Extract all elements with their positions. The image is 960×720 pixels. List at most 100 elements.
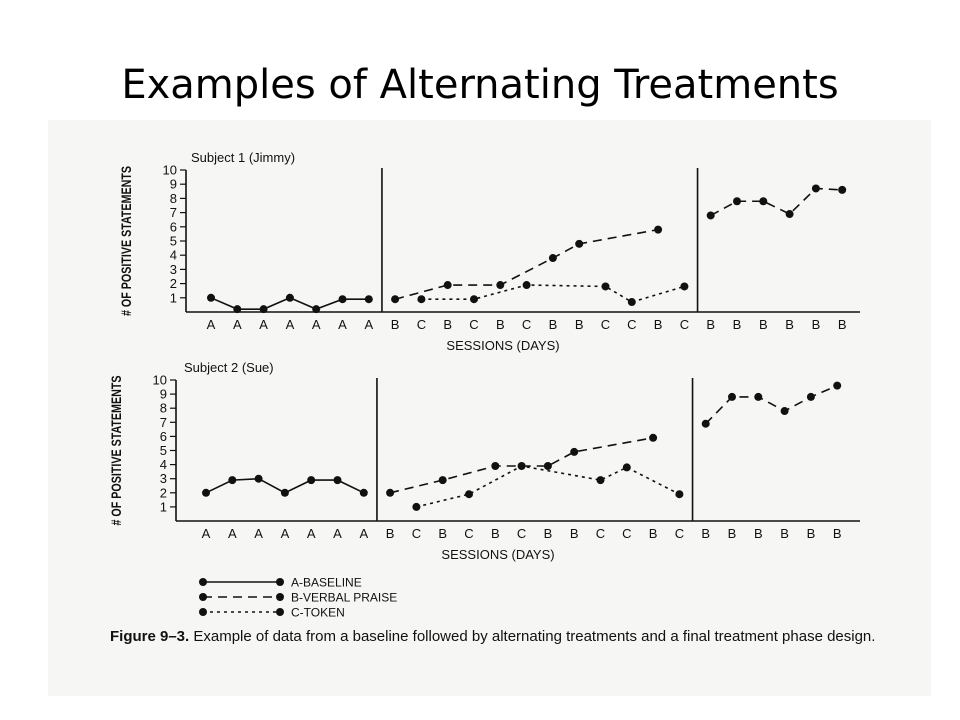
panel2-ytick-label: 9 (160, 387, 167, 402)
panel2-series-dotted-point (465, 490, 473, 499)
panel2-xtick-label: A (359, 526, 368, 541)
panel1-xtick-label: B (443, 317, 452, 332)
panel1-xtick-label: B (838, 317, 847, 332)
panel2-ytick-label: 7 (160, 415, 167, 430)
panel1-series-dashed-point (785, 210, 794, 219)
panel2-ytick-label: 8 (160, 401, 167, 416)
legend-label: A-BASELINE (291, 576, 362, 590)
panel1-ytick-label: 1 (170, 290, 177, 305)
panel1-xtick-label: B (812, 317, 821, 332)
panel2-xtick-label: C (675, 526, 684, 541)
panel1-series-dotted-point (417, 295, 426, 304)
panel1-xtick-label: B (785, 317, 794, 332)
panel2-ytick-label: 10 (153, 373, 167, 388)
panel1-xtick-label: B (575, 317, 584, 332)
panel1-ytick-label: 4 (170, 248, 177, 263)
panel2-x-axis-title: SESSIONS (DAYS) (441, 547, 554, 562)
legend-marker (276, 578, 284, 586)
panel2-series-dashed-point (649, 433, 658, 442)
slide-title: Examples of Alternating Treatments (121, 62, 839, 108)
panel1-xtick-label: C (680, 317, 689, 332)
panel1-xtick-label: B (759, 317, 768, 332)
panel1-xtick-label: A (338, 317, 347, 332)
legend-marker (199, 593, 207, 601)
panel2-series-dotted-point (596, 476, 605, 485)
panel1-ytick-label: 2 (170, 276, 177, 291)
panel1-series-solid-point (207, 293, 215, 302)
panel1-series-dashed-point (575, 239, 584, 248)
panel2-series-dashed-point (728, 392, 736, 401)
panel1-xtick-label: A (364, 317, 373, 332)
legend-marker (199, 608, 207, 616)
panel1-series-dashed-line (710, 187, 843, 217)
panel2-xtick-label: C (596, 526, 605, 541)
panel2-xtick-label: B (386, 526, 395, 541)
panel2-series-dotted-point (622, 463, 631, 472)
panel1-xtick-label: A (286, 317, 295, 332)
panel1-xtick-label: C (627, 317, 636, 332)
panel1-series-dotted-point (522, 281, 531, 290)
panel2-ytick-label: 5 (160, 443, 167, 458)
panel1-series-dashed-point (496, 281, 505, 290)
panel1-series-solid-point (233, 305, 242, 314)
panel1-title: Subject 1 (Jimmy) (191, 150, 295, 165)
panel1-ytick-label: 5 (170, 234, 177, 249)
panel1-series-dashed-point (548, 254, 557, 263)
panel1-xtick-label: B (496, 317, 505, 332)
panel2-xtick-label: B (701, 526, 710, 541)
panel1-series-dotted-point (470, 295, 478, 304)
panel1-x-axis-title: SESSIONS (DAYS) (446, 338, 559, 353)
panel2-series-dashed-point (833, 381, 842, 390)
panel1-ytick-label: 6 (170, 219, 177, 234)
panel2-xtick-label: A (307, 526, 316, 541)
panel2-series-dotted-point (412, 502, 421, 511)
panel2-series-solid-point (359, 488, 368, 497)
panel1-ytick-label: 10 (163, 163, 177, 178)
panel2-series-dashed-point (806, 392, 815, 401)
legend-label: C-TOKEN (291, 606, 345, 620)
panel2-series-solid-point (333, 476, 342, 485)
panel1-series-dashed-point (811, 184, 820, 193)
panel1-series-solid-point (312, 305, 321, 314)
figure-scan: Subject 1 (Jimmy) 1 2 3 4 5 6 7 8 9 10 # OF POSITIV… (48, 120, 931, 696)
panel2-series-dashed-line (389, 437, 654, 494)
panel1-xtick-label: A (233, 317, 242, 332)
panel1-series-dotted-point (601, 282, 610, 291)
panel2-y-axis-title: # OF POSITIVE STATEMENTS (108, 376, 124, 526)
panel2-series-dashed-line (705, 384, 838, 425)
panel1-xtick-label: C (469, 317, 478, 332)
panel1-series-dashed-point (391, 295, 400, 304)
panel2-xtick-label: C (412, 526, 421, 541)
panel2-series-dashed-point (543, 462, 552, 471)
panel2-xtick-label: C (464, 526, 473, 541)
panel2-series-solid-point (280, 488, 289, 497)
panel2-series-solid-point (254, 474, 263, 483)
panel2-series-dashed-point (570, 447, 579, 456)
panel2-ytick-label: 6 (160, 429, 167, 444)
panel1-xtick-label: C (522, 317, 531, 332)
panel1-series-solid-point (338, 295, 347, 304)
panel2-series-solid-point (202, 488, 210, 497)
panel2-series-solid-point (228, 476, 237, 485)
panel2-xtick-label: B (728, 526, 737, 541)
panel2-xtick-label: A (202, 526, 211, 541)
panel1-ytick-label: 8 (170, 191, 177, 206)
panel2-ytick-label: 4 (160, 457, 167, 472)
panel2-xtick-label: B (833, 526, 842, 541)
legend-label: B-VERBAL PRAISE (291, 591, 397, 605)
panel1-series-dotted-point (627, 298, 636, 307)
panel1-series-solid-point (259, 305, 268, 314)
panel2-xtick-label: A (228, 526, 237, 541)
panel2-series-dashed-point (780, 407, 789, 416)
panel1-y-axis-title: # OF POSITIVE STATEMENTS (118, 166, 134, 316)
panel1-series-dotted-point (680, 282, 689, 291)
panel1-xtick-label: C (417, 317, 426, 332)
panel2-xtick-label: A (254, 526, 263, 541)
panel2-xtick-label: B (780, 526, 789, 541)
panel1-ytick-label: 7 (170, 205, 177, 220)
legend-marker (276, 593, 284, 601)
panel1-series-solid-point (285, 293, 294, 302)
panel2-series-dashed-point (701, 419, 710, 428)
panel2-title: Subject 2 (Sue) (184, 360, 274, 375)
